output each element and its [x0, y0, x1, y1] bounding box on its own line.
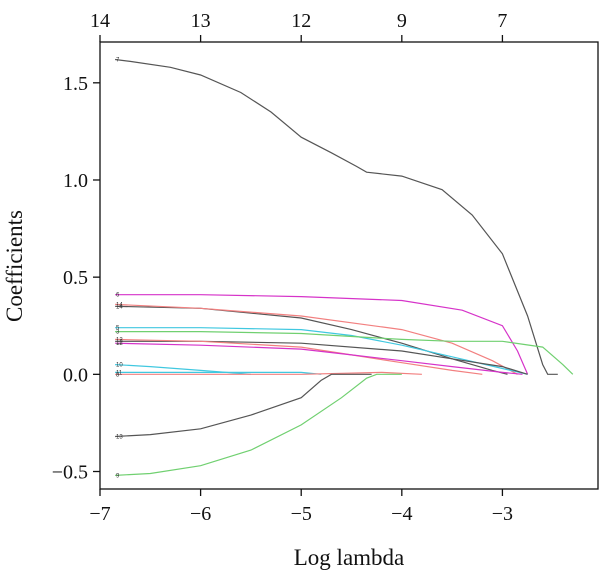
coefficient-path — [115, 58, 558, 375]
coefficient-path — [115, 371, 422, 375]
coefficient-path — [115, 331, 574, 375]
coefficient-path-label: 8 — [116, 372, 120, 378]
coefficient-path-label: 3 — [116, 330, 120, 336]
coefficient-path — [115, 294, 529, 375]
axis-ticks: −7 −6 −5 −4 −3 14 13 12 9 7 −0.5 0.0 0.5 1.0 1.5 — [52, 10, 513, 525]
top-tick-label: 9 — [397, 10, 407, 32]
plot-frame — [99, 41, 599, 490]
coefficient-path-label: 7 — [116, 57, 120, 63]
coefficient-path — [115, 303, 518, 375]
y-tick-label: 1.5 — [63, 73, 88, 95]
top-tick-label: 7 — [497, 10, 507, 32]
y-axis-title: Coefficients — [2, 210, 27, 322]
coefficient-path — [115, 373, 372, 438]
coefficient-path-label: 10 — [116, 363, 123, 369]
coefficient-path-label: 11 — [116, 370, 123, 376]
coefficient-path-label: 12 — [116, 339, 123, 345]
top-tick-label: 14 — [90, 10, 110, 32]
y-tick-label: 0.5 — [63, 267, 88, 289]
x-tick-label: −6 — [190, 503, 211, 525]
coefficient-path-label: 14 — [116, 302, 123, 308]
coefficient-path-label: 9 — [116, 473, 120, 479]
coefficient-path-label: 14 — [116, 304, 123, 310]
coefficient-path — [115, 373, 402, 476]
y-tick-label: 0.0 — [63, 364, 88, 386]
x-tick-label: −3 — [492, 503, 513, 525]
coefficient-path-label: 13 — [116, 435, 123, 441]
coefficient-path — [115, 371, 322, 375]
top-tick-label: 13 — [191, 10, 211, 32]
coefficient-path-label: 6 — [116, 293, 120, 299]
coefficient-path-label: 12 — [116, 337, 123, 343]
x-tick-label: −7 — [89, 503, 110, 525]
coefficient-path — [115, 327, 528, 375]
coefficient-path — [115, 342, 523, 375]
y-tick-label: 1.0 — [63, 170, 88, 192]
coefficient-path — [115, 340, 528, 375]
x-tick-label: −4 — [391, 503, 412, 525]
coefficient-path-label: 12 — [116, 341, 123, 347]
top-tick-label: 12 — [291, 10, 311, 32]
coefficient-path-label: 5 — [116, 326, 120, 332]
coefficient-paths — [115, 58, 574, 476]
x-axis-title: Log lambda — [294, 545, 405, 570]
x-tick-label: −5 — [291, 503, 312, 525]
y-tick-label: −0.5 — [52, 462, 88, 484]
